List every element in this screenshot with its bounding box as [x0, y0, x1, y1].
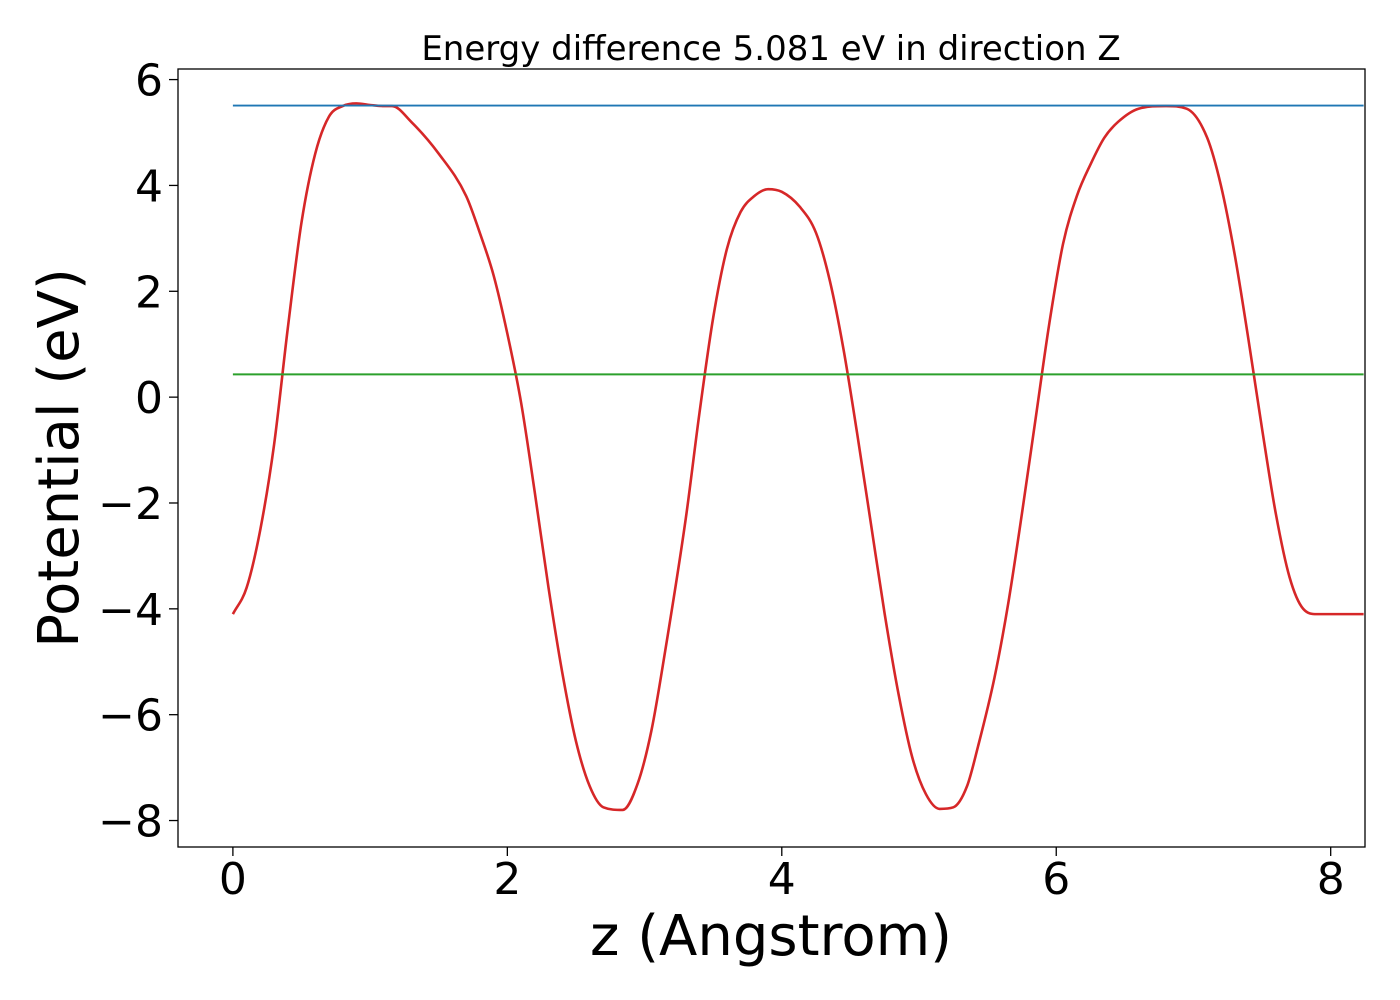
y-tick-label: −6: [98, 691, 163, 742]
x-tick-label: 2: [493, 854, 521, 905]
x-tick-label: 4: [768, 854, 796, 905]
y-tick-label: 0: [135, 373, 163, 424]
plot-frame: [177, 68, 1366, 848]
x-tick-label: 8: [1317, 854, 1345, 905]
x-tick-label: 0: [219, 854, 247, 905]
series-layer: [231, 102, 1364, 812]
y-tick-label: 4: [135, 161, 163, 212]
y-axis-label: Potential (eV): [27, 268, 92, 648]
x-tick-label: 6: [1042, 854, 1070, 905]
y-tick-label: 6: [135, 56, 163, 107]
y-tick-label: −2: [98, 479, 163, 530]
y-axis-ticks: −8 −6 −4 −2 0 2 4 6: [98, 56, 178, 848]
x-axis-label: z (Angstrom): [590, 904, 952, 969]
plot-area: [231, 102, 1364, 812]
chart-title: Energy difference 5.081 eV in direction …: [421, 29, 1120, 69]
y-tick-label: −8: [98, 797, 163, 848]
y-tick-label: −4: [98, 585, 163, 636]
x-axis-ticks: 0 2 4 6 8: [219, 847, 1345, 905]
y-tick-label: 2: [135, 267, 163, 318]
